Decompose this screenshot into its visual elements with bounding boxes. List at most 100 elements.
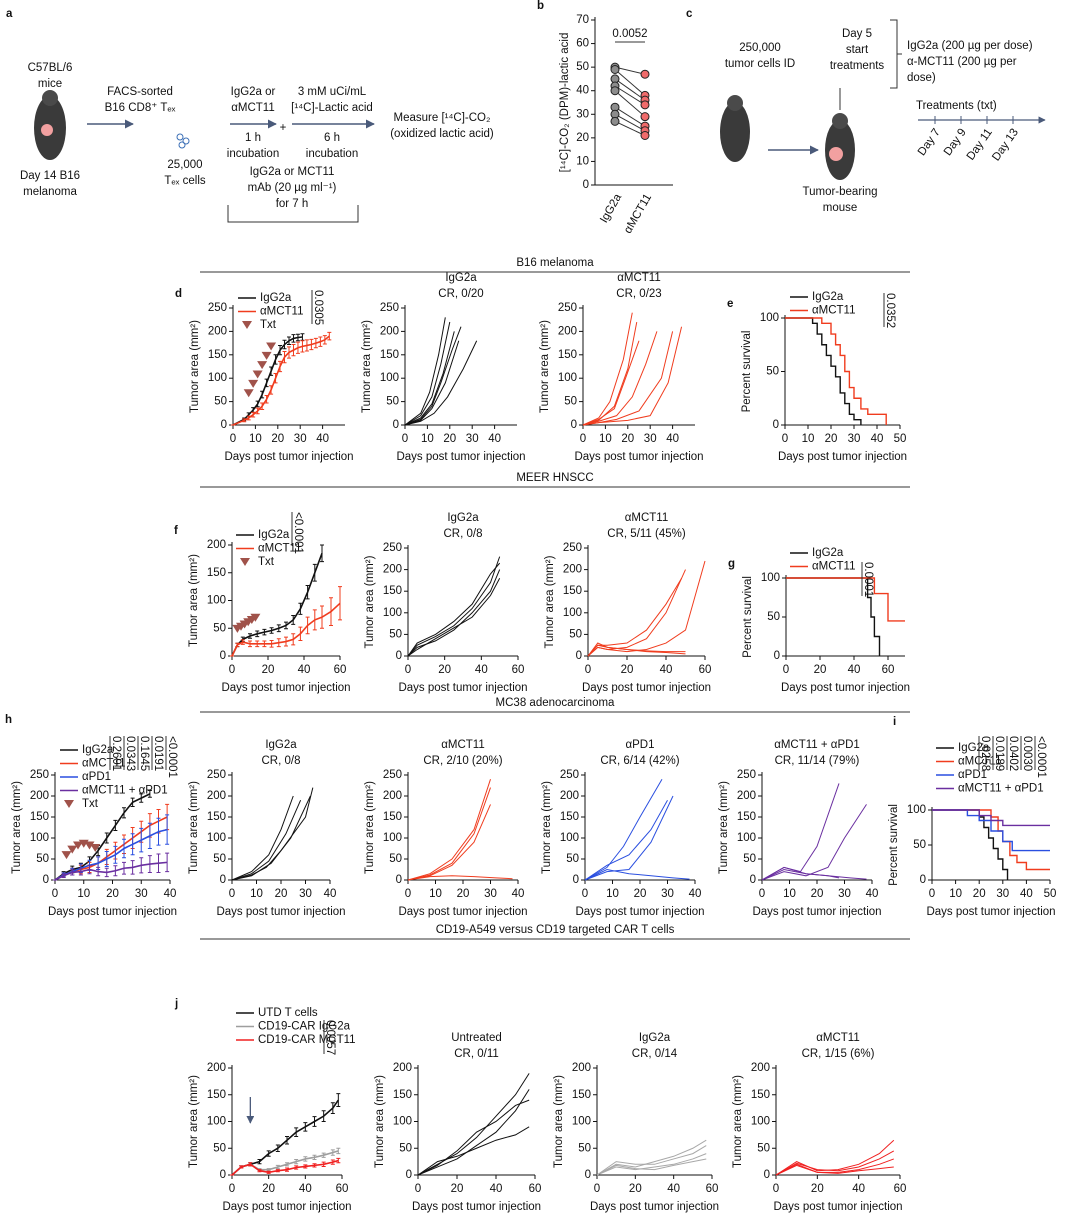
y-tick-label: 100 xyxy=(207,832,226,844)
y-tick-label: 0 xyxy=(396,874,402,886)
y-tick-label: 100 xyxy=(208,372,227,384)
series-line xyxy=(407,556,501,657)
diagram-text: 1 h xyxy=(245,132,261,144)
x-tick-label: 20 xyxy=(262,1183,275,1195)
y-tick-label: 50 xyxy=(213,1142,226,1154)
legend-label: CD19-CAR IgG2a xyxy=(258,1021,351,1033)
mouse-head xyxy=(42,90,58,106)
diagram-text: [¹⁴C]-Lactic acid xyxy=(291,102,373,114)
chart-subtitle: CR, 0/23 xyxy=(616,288,661,300)
x-tick-label: 60 xyxy=(894,1183,907,1195)
diagram-text: Day 14 B16 xyxy=(20,170,80,182)
x-tick-label: 40 xyxy=(512,888,525,900)
y-axis-label: Tumor area (mm²) xyxy=(374,1075,386,1168)
series-line xyxy=(587,560,706,657)
series-line xyxy=(596,1158,707,1176)
x-tick-label: 0 xyxy=(52,888,58,900)
x-tick-label: 0 xyxy=(415,1183,421,1195)
y-tick-label: 0 xyxy=(393,419,399,431)
tumor-icon xyxy=(829,147,843,161)
x-tick-label: 20 xyxy=(457,888,470,900)
diagram-text: Day 13 xyxy=(990,127,1021,164)
p-value: <0.0001 xyxy=(1035,736,1047,778)
y-axis-label: Percent survival xyxy=(888,804,900,886)
x-tick-label: 0 xyxy=(782,433,788,445)
series-line xyxy=(231,787,314,881)
cell-icon xyxy=(176,133,184,141)
chart-subtitle: CR, 0/14 xyxy=(632,1048,678,1060)
x-tick-label: 0 xyxy=(402,433,408,445)
legend-swatch xyxy=(242,321,252,329)
x-tick-label: 20 xyxy=(814,664,827,676)
series-line xyxy=(404,326,462,426)
y-tick-label: 200 xyxy=(563,564,582,576)
series-line xyxy=(232,336,303,426)
x-tick-label: 10 xyxy=(599,433,612,445)
panel-letter: b xyxy=(537,0,544,12)
y-tick-label: 50 xyxy=(389,853,402,865)
x-axis-label: Days post tumor injection xyxy=(398,906,527,918)
y-tick-label: 100 xyxy=(907,804,926,816)
x-tick-label: 10 xyxy=(249,433,262,445)
y-tick-label: 0 xyxy=(583,179,589,191)
survival-curve xyxy=(785,317,862,425)
series-line xyxy=(775,1164,894,1176)
survival-curve xyxy=(932,809,1050,852)
chart-subtitle: CR, 5/11 (45%) xyxy=(607,528,686,540)
y-tick-label: 100 xyxy=(760,312,779,324)
diagram-text: mice xyxy=(38,78,62,90)
legend-label: CD19-CAR MCT11 xyxy=(258,1034,356,1046)
diagram-text: Treatments (txt) xyxy=(916,100,997,112)
x-tick-label: 20 xyxy=(811,888,824,900)
y-axis-label: Tumor area (mm²) xyxy=(364,781,376,874)
y-tick-label: 50 xyxy=(389,628,402,640)
x-tick-label: 10 xyxy=(250,888,263,900)
diagram-text: Measure [¹⁴C]-CO₂ xyxy=(394,112,491,124)
series-line xyxy=(582,312,633,426)
cell-icon xyxy=(182,137,190,145)
diagram-text: incubation xyxy=(227,148,279,160)
x-tick-label: 10 xyxy=(606,888,619,900)
y-tick-label: 50 xyxy=(757,1142,770,1154)
x-tick-label: 30 xyxy=(661,888,674,900)
x-axis-label: Days post tumor injection xyxy=(575,906,704,918)
y-tick-label: 250 xyxy=(30,769,49,781)
y-axis-label: Tumor area (mm²) xyxy=(189,320,201,413)
x-tick-label: 0 xyxy=(929,888,935,900)
series-line xyxy=(587,569,686,657)
series-line xyxy=(775,1139,895,1176)
y-axis-label: Tumor area (mm²) xyxy=(364,555,376,648)
y-tick-label: 0 xyxy=(406,1169,412,1181)
y-tick-label: 50 xyxy=(214,396,227,408)
x-tick-label: 0 xyxy=(230,433,236,445)
y-tick-label: 70 xyxy=(576,14,589,26)
y-tick-label: 150 xyxy=(383,811,402,823)
p-value: 0.0030 xyxy=(1021,736,1033,771)
x-tick-label: 60 xyxy=(529,1183,542,1195)
series-line xyxy=(232,335,330,426)
x-axis-label: Days post tumor injection xyxy=(396,451,525,463)
txt-marker xyxy=(257,361,268,370)
x-tick-label: 30 xyxy=(294,433,307,445)
y-tick-label: 250 xyxy=(563,542,582,554)
series-line xyxy=(54,861,168,881)
diagram-text: 25,000 xyxy=(167,159,202,171)
y-tick-label: 200 xyxy=(383,564,402,576)
y-tick-label: 50 xyxy=(386,396,399,408)
x-tick-label: 0 xyxy=(405,888,411,900)
y-tick-label: 100 xyxy=(383,607,402,619)
y-tick-label: 0 xyxy=(576,650,582,662)
y-tick-label: 150 xyxy=(383,585,402,597)
legend-label: UTD T cells xyxy=(258,1007,318,1019)
bracket xyxy=(890,19,902,89)
y-tick-label: 0 xyxy=(43,874,49,886)
diagram-c xyxy=(720,19,1046,180)
chart-title: Untreated xyxy=(451,1032,502,1044)
pair-line xyxy=(614,66,646,75)
y-tick-label: 150 xyxy=(558,349,577,361)
series-line xyxy=(417,1089,530,1176)
y-tick-label: 250 xyxy=(208,302,227,314)
x-tick-label: 20 xyxy=(443,433,456,445)
series-line xyxy=(407,875,513,881)
y-tick-label: 40 xyxy=(576,85,589,97)
